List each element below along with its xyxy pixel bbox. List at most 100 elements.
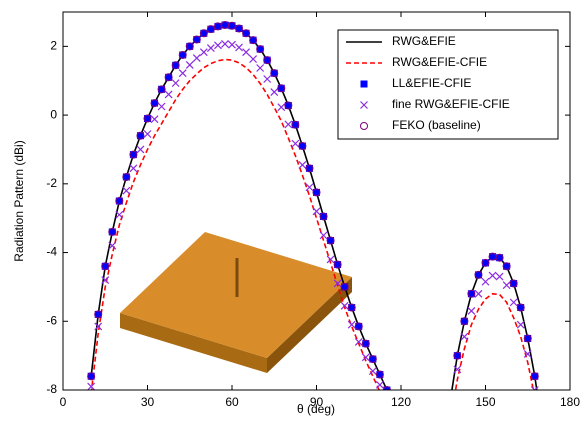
square-marker — [510, 279, 518, 287]
cross-marker — [523, 349, 532, 358]
circle-marker — [523, 334, 532, 343]
square-marker — [362, 340, 370, 348]
circle-marker — [298, 142, 307, 151]
square-marker — [327, 237, 335, 245]
circle-marker — [538, 421, 545, 428]
square-marker — [460, 317, 468, 325]
y-tick-label: 2 — [50, 39, 57, 53]
legend-label: fine RWG&EFIE-CFIE — [392, 97, 510, 111]
x-tick-label: 120 — [391, 395, 411, 409]
y-tick-label: -6 — [46, 313, 57, 327]
cross-marker — [213, 41, 222, 50]
circle-marker — [319, 212, 328, 221]
square-marker — [453, 352, 461, 360]
y-tick-label: -4 — [46, 245, 57, 259]
cross-marker — [390, 417, 397, 424]
circle-marker — [115, 197, 124, 205]
square-marker — [179, 51, 187, 59]
square-marker — [348, 304, 356, 312]
square-marker — [270, 69, 278, 77]
circle-marker — [122, 172, 131, 181]
circle-marker — [326, 236, 335, 245]
cross-marker — [474, 289, 483, 298]
cross-marker — [467, 307, 476, 315]
cross-marker — [87, 382, 96, 390]
square-marker — [200, 29, 208, 37]
circle-marker — [94, 310, 103, 319]
cross-marker — [347, 320, 356, 329]
circle-marker — [333, 260, 342, 269]
square-marker — [496, 254, 504, 262]
cross-marker — [122, 186, 131, 195]
square-marker — [538, 421, 545, 428]
square-marker — [249, 36, 257, 44]
square-marker — [172, 61, 180, 69]
inset-plate — [120, 232, 352, 373]
square-marker — [341, 283, 349, 291]
cross-marker — [270, 88, 279, 96]
circle-marker — [263, 56, 272, 65]
circle-marker — [192, 35, 201, 44]
cross-marker — [312, 207, 321, 216]
cross-marker — [256, 64, 265, 72]
square-marker — [151, 99, 159, 107]
circle-marker — [136, 131, 145, 140]
square-marker — [221, 21, 229, 29]
y-tick-label: -2 — [46, 176, 57, 190]
legend-label: FEKO (baseline) — [392, 118, 481, 132]
cross-marker — [502, 281, 511, 290]
cross-marker — [530, 386, 539, 390]
cross-marker — [171, 79, 180, 88]
square-marker — [355, 322, 363, 330]
cross-marker — [516, 320, 525, 329]
cross-marker — [368, 367, 377, 376]
square-marker — [108, 228, 116, 236]
cross-marker — [361, 353, 370, 362]
square-marker — [186, 42, 194, 50]
circle-marker — [249, 36, 258, 45]
square-marker — [482, 259, 489, 267]
square-marker — [207, 25, 215, 33]
circle-marker — [368, 355, 377, 364]
circle-marker — [453, 351, 462, 360]
square-marker — [214, 22, 222, 30]
square-marker — [447, 397, 454, 404]
cross-marker — [447, 411, 454, 418]
circle-marker — [206, 25, 215, 34]
legend-swatch — [360, 101, 368, 109]
square-marker — [305, 164, 313, 172]
cross-marker — [333, 279, 342, 288]
legend-swatch — [360, 122, 368, 130]
circle-marker — [481, 258, 490, 267]
circle-marker — [502, 262, 511, 271]
square-marker — [383, 386, 391, 390]
square-marker — [531, 372, 539, 380]
circle-marker — [312, 188, 321, 197]
square-marker — [94, 310, 102, 318]
circle-marker — [460, 317, 469, 326]
cross-marker — [115, 210, 124, 219]
square-marker — [256, 45, 264, 53]
cross-marker — [143, 130, 152, 138]
x-axis-label: θ (deg) — [297, 402, 335, 416]
cross-marker — [277, 103, 286, 112]
square-marker — [242, 29, 250, 37]
square-marker — [474, 271, 482, 279]
x-tick-label: 150 — [475, 395, 495, 409]
circle-marker — [101, 262, 110, 271]
square-marker — [101, 262, 109, 270]
cross-marker — [453, 365, 462, 374]
cross-marker — [263, 75, 272, 83]
square-marker — [122, 173, 130, 181]
circle-marker — [305, 164, 314, 173]
square-marker — [263, 56, 271, 64]
cross-marker — [249, 55, 258, 64]
cross-marker — [242, 48, 251, 57]
cross-marker — [298, 160, 307, 169]
circle-marker — [291, 120, 300, 129]
circle-marker — [164, 73, 173, 82]
y-axis-label: Radiation Pattern (dBi) — [12, 140, 26, 261]
circle-marker — [87, 372, 96, 381]
circle-marker — [178, 50, 187, 59]
cross-marker — [460, 332, 469, 341]
